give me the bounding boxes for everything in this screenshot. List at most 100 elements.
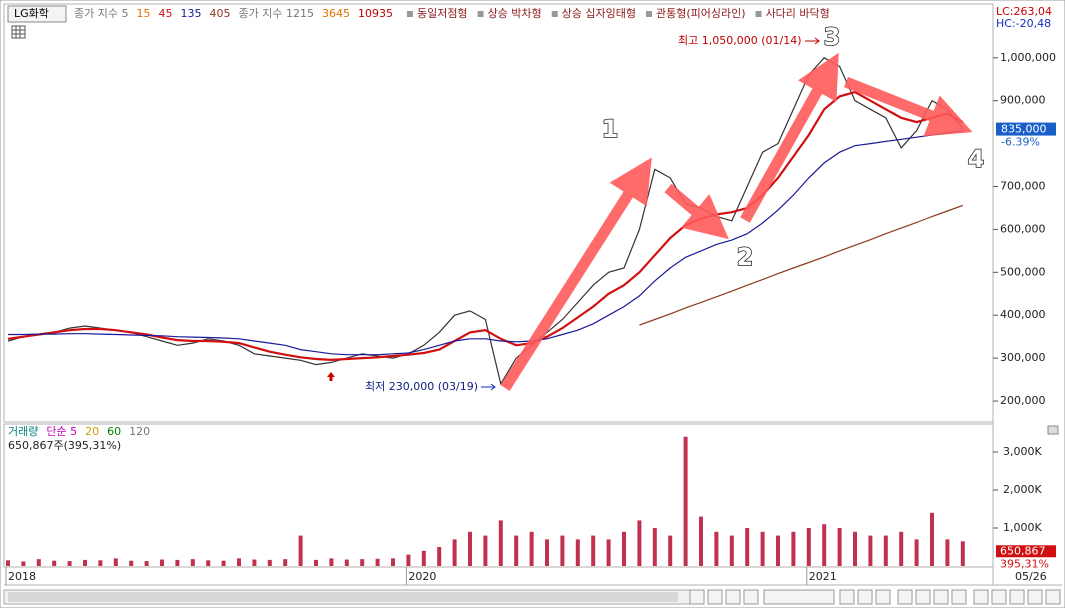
legend-item: 60 [107,425,121,438]
volume-bar [745,527,750,566]
legend-item: 45 [158,7,172,20]
grid-icon[interactable] [11,25,26,39]
legend-item: 단순 5 [46,425,77,438]
wave-label: 2 [737,243,754,271]
x-tick-label: 2018 [8,570,36,583]
volume-bar [98,560,103,566]
volume-bar [67,561,72,566]
pattern-bullet [646,11,653,17]
volume-bar [837,527,842,566]
volume-bar [560,535,565,566]
volume-bar [160,559,164,566]
volume-bar [175,559,180,566]
volume-change: 395,31% [1000,557,1049,570]
volume-bar [21,561,26,566]
legend-item: 15 [136,7,150,20]
arrow [664,183,729,240]
lc-label: LC:263,04 [996,5,1052,18]
volume-bar [144,561,149,566]
legend-item: 상승 십자잉태형 [562,7,636,20]
volume-bar [6,560,10,566]
toolbar[interactable] [689,589,1061,605]
volume-bar [668,535,673,566]
volume-bar [206,560,211,566]
volume-info: 650,867주(395,31%) [8,439,121,452]
volume-bar [221,560,226,566]
volume-bar [421,550,426,566]
current-price: 835,000 [1001,123,1047,136]
y-tick-label: 600,000 [1000,222,1046,235]
scroll-thumb[interactable] [8,592,678,602]
volume-bar [791,531,796,566]
volume-bar [714,531,719,566]
legend-item: 10935 [358,7,393,20]
volume-bar [899,531,904,566]
arrow [740,52,839,223]
volume-bar [699,516,703,566]
volume-bar [437,546,442,566]
volume-bar [637,520,642,566]
volume-bar [267,559,272,566]
volume-bar [545,539,549,566]
volume-bar [606,539,611,566]
volume-bar [529,531,534,566]
change-rate: -6.39% [1001,136,1040,149]
y-tick-label: 900,000 [1000,94,1046,107]
arrow [500,157,652,391]
volume-bar [652,527,657,566]
volume-bar [344,559,349,566]
legend-item: 종가 지수 1215 [238,7,313,20]
high-annotation: 최고 1,050,000 (01/14) [678,34,802,47]
panel-button[interactable] [1047,425,1059,435]
price-line [7,90,964,362]
volume-bar [83,559,87,566]
volume-bar [806,527,811,566]
volume-bar [129,560,134,566]
price-line [8,130,963,356]
volume-bar [329,558,334,566]
volume-bar [760,531,765,566]
volume-bar [622,531,626,566]
volume-bar [283,559,288,566]
volume-bar [945,539,950,566]
y-tick-label: 300,000 [1000,351,1046,364]
volume-bar [452,539,457,566]
volume-bar [113,558,118,566]
legend-item: 종가 지수 5 [74,7,128,20]
volume-bar [575,539,580,566]
wave-label: 1 [602,115,619,143]
volume-bar [822,524,827,566]
arrow [843,76,973,137]
volume-bar [314,559,318,566]
volume-bar [252,559,257,566]
stock-name: LG화학 [14,7,49,20]
legend-item: 405 [209,7,230,20]
y-tick-label: 500,000 [1000,265,1046,278]
y-tick-label: 3,000K [1003,445,1042,458]
volume-bar [298,535,303,566]
wave-label: 4 [968,145,985,173]
low-annotation: 최저 230,000 (03/19) [365,380,478,393]
stock-box[interactable] [7,5,67,23]
x-tick-label: 2021 [809,570,837,583]
legend-item: 관통형(피어싱라인) [656,7,746,20]
high-pointer [805,37,820,45]
legend-item: 사다리 바닥형 [766,7,830,20]
volume-bar [468,531,472,566]
volume-bar [591,535,596,566]
pattern-bullet [406,11,413,17]
volume-bar [776,535,780,566]
low-pointer [481,383,496,391]
legend-item: 3645 [322,7,350,20]
plot-layer: 종가 지수 5 15 45 135 405 종가 지수 1215 3645 10935 동일저점… [5,6,1056,585]
volume-bar [483,535,488,566]
volume-bar [237,558,241,566]
legend-item: 20 [85,425,99,438]
y-tick-label: 1,000,000 [1000,51,1056,64]
legend-item: 동일저점형 [417,6,468,20]
pattern-bullet [477,11,484,17]
legend-item: 상승 박차형 [488,7,542,20]
volume-bar [52,560,57,566]
volume-bar [36,559,41,566]
volume-bar [498,520,503,566]
